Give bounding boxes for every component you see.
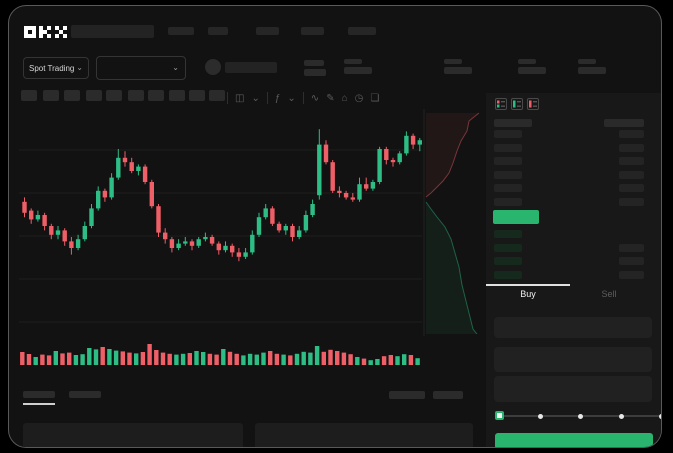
chart-tools: ◫ ⌄ ƒ ⌄ ∿ ✎ ⌂ ◷ ❏: [227, 90, 379, 106]
ask-amount-bar[interactable]: [619, 143, 644, 152]
buy-submit-button[interactable]: [495, 433, 653, 447]
ask-amount-bar[interactable]: [619, 198, 644, 206]
stat-value-placeholder: [444, 67, 472, 74]
book-amount-header-placeholder: [604, 119, 644, 127]
bid-amount-bar[interactable]: [619, 270, 644, 279]
fullscreen-icon[interactable]: ❏: [370, 92, 380, 104]
bid-price-bar[interactable]: [494, 257, 522, 265]
timeframe-button-placeholder[interactable]: [209, 90, 225, 101]
ask-amount-bar[interactable]: [619, 170, 644, 179]
bid-price-bar[interactable]: [494, 270, 522, 279]
tab-buy[interactable]: Buy: [520, 289, 536, 299]
bid-price-bar[interactable]: [494, 230, 522, 238]
bid-price-bar[interactable]: [494, 243, 522, 252]
nav-item-placeholder[interactable]: [256, 27, 279, 35]
nav-item-placeholder[interactable]: [168, 27, 194, 35]
bottom-tab-active-placeholder[interactable]: [23, 391, 55, 398]
tab-sell[interactable]: Sell: [601, 289, 617, 299]
nav-search-placeholder[interactable]: [71, 25, 154, 38]
candlestick-chart[interactable]: [19, 107, 481, 369]
pair-selector-dropdown[interactable]: ⌄: [96, 56, 186, 80]
bid-amount-bar[interactable]: [619, 257, 644, 265]
book-split-view-icon[interactable]: [495, 98, 507, 110]
book-bids-view-icon[interactable]: [511, 98, 523, 110]
orders-table-placeholder: [23, 423, 243, 447]
slider-stop-dot[interactable]: [578, 413, 583, 419]
slider-stop-dot[interactable]: [659, 413, 661, 419]
timeframe-button-placeholder[interactable]: [148, 90, 164, 101]
stat-label-placeholder: [518, 59, 536, 64]
timeframe-button-placeholder[interactable]: [169, 90, 185, 101]
price-input-placeholder[interactable]: [494, 317, 652, 338]
ask-price-bar[interactable]: [494, 130, 522, 138]
timeframe-button-placeholder[interactable]: [43, 90, 59, 101]
stat-label-placeholder: [344, 59, 362, 64]
active-tab-indicator: [486, 284, 570, 286]
volume-chart: [20, 344, 420, 365]
ask-amount-bar[interactable]: [619, 157, 644, 166]
amount-slider[interactable]: [494, 410, 661, 422]
slider-stop-dot[interactable]: [618, 413, 624, 419]
draw-tool-icon[interactable]: ✎: [326, 92, 335, 104]
bottom-tab-indicator: [23, 403, 55, 405]
chevron-down-icon: ⌄: [76, 63, 83, 72]
book-price-header-placeholder: [494, 119, 532, 127]
slider-stop-dot[interactable]: [537, 413, 543, 419]
total-input-placeholder[interactable]: [494, 376, 652, 402]
timeframe-button-placeholder[interactable]: [64, 90, 80, 101]
stat-label-placeholder: [444, 59, 462, 64]
ask-amount-bar[interactable]: [619, 184, 644, 193]
book-asks-view-icon[interactable]: [527, 98, 539, 110]
history-icon[interactable]: ◷: [354, 92, 364, 104]
divider: [227, 92, 228, 104]
market-type-selector[interactable]: Spot Trading ⌄: [23, 57, 89, 79]
amount-input-placeholder[interactable]: [494, 347, 652, 372]
nav-item-placeholder[interactable]: [348, 27, 376, 35]
timeframe-button-placeholder[interactable]: [106, 90, 122, 101]
bottom-action-placeholder[interactable]: [433, 391, 463, 399]
chevron-down-icon: ⌄: [172, 63, 179, 72]
last-price-placeholder: [304, 60, 324, 66]
ask-amount-bar[interactable]: [619, 130, 644, 138]
bottom-action-placeholder[interactable]: [389, 391, 425, 399]
last-price-badge: [493, 210, 539, 224]
chevron-down-icon[interactable]: ⌄: [287, 92, 296, 104]
bid-amount-bar[interactable]: [619, 243, 644, 252]
ask-price-bar[interactable]: [494, 170, 522, 179]
indicators-icon[interactable]: ƒ: [274, 92, 281, 104]
timeframe-button-placeholder[interactable]: [128, 90, 144, 101]
order-book-panel: Buy Sell: [486, 93, 661, 447]
bottom-tab-placeholder[interactable]: [69, 391, 101, 398]
nav-item-placeholder[interactable]: [301, 27, 324, 35]
ask-price-bar[interactable]: [494, 143, 522, 152]
nav-item-placeholder[interactable]: [208, 27, 228, 35]
price-change-placeholder: [304, 69, 326, 76]
candle-style-icon[interactable]: ◫: [235, 92, 245, 104]
stat-value-placeholder: [518, 67, 546, 74]
ask-price-bar[interactable]: [494, 184, 522, 193]
market-type-label: Spot Trading: [29, 63, 75, 73]
stat-value-placeholder: [344, 67, 372, 74]
timeframe-button-placeholder[interactable]: [189, 90, 205, 101]
line-tool-icon[interactable]: ∿: [310, 92, 320, 104]
pair-name-placeholder: [225, 62, 277, 73]
timeframe-button-placeholder[interactable]: [21, 90, 37, 101]
stat-value-placeholder: [578, 67, 606, 74]
chevron-down-icon[interactable]: ⌄: [251, 92, 260, 104]
screenshot-icon[interactable]: ⌂: [341, 92, 348, 104]
divider: [302, 92, 304, 104]
stat-label-placeholder: [578, 59, 596, 64]
ask-price-bar[interactable]: [494, 198, 522, 206]
divider: [266, 92, 268, 104]
history-table-placeholder: [255, 423, 473, 447]
slider-handle[interactable]: [495, 411, 504, 420]
okx-logo: [24, 26, 67, 38]
app-window: Spot Trading ⌄ ⌄ ◫ ⌄ ƒ ⌄ ∿ ✎ ⌂ ◷ ❏: [8, 5, 662, 448]
ask-price-bar[interactable]: [494, 157, 522, 166]
timeframe-button-placeholder[interactable]: [86, 90, 102, 101]
coin-icon: [205, 59, 221, 75]
